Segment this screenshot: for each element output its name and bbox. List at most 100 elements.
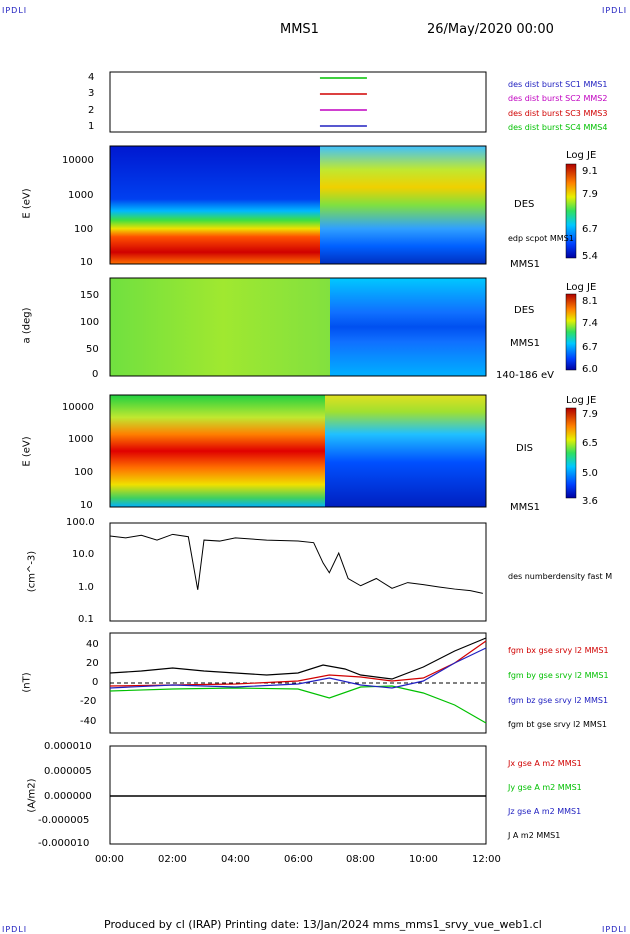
burst-legend-sc4: des dist burst SC4 MMS4 [508,123,608,132]
density-legend: des numberdensity fast M [508,572,613,581]
current-ytick-1: 0.000005 [44,766,92,777]
corner-label-tl: IPDLI [2,6,28,15]
des-pitch-ytick-0: 0 [92,369,99,380]
current-ytick-0: 0.000010 [44,741,92,752]
bfield-ytick-m20: -20 [80,696,97,707]
des-pitch-instrument: DES [514,305,535,316]
bfield-ytick-0: 0 [92,677,99,688]
burst-legend-sc1: des dist burst SC1 MMS1 [508,80,608,89]
des-energy-ylabel: E (eV) [21,188,33,219]
bfield-line-bz [109,647,487,689]
dis-energy-ytick-10000: 10000 [62,402,94,413]
dis-energy-ytick-10: 10 [80,500,93,511]
des-energy-cb-tick-0: 9.1 [582,166,598,177]
time-tick-4: 08:00 [346,854,375,865]
density-ytick-1: 1.0 [78,582,94,593]
des-energy-ytick-100: 100 [74,224,94,235]
dis-energy-right-region [325,395,486,507]
dis-energy-ytick-100: 100 [74,467,94,478]
des-pitch-energy-range: 140-186 eV [496,370,554,381]
bfield-line-bx [109,640,487,687]
density-ytick-100: 100.0 [66,517,95,528]
current-ytick-4: -0.000010 [38,838,90,849]
des-energy-instrument: DES [514,199,535,210]
des-energy-cb-tick-2: 6.7 [582,224,598,235]
time-tick-3: 06:00 [284,854,313,865]
burst-ytick-3: 3 [88,88,95,99]
des-energy-ytick-10000: 10000 [62,155,94,166]
bfield-ytick-m40: -40 [80,716,97,727]
des-pitch-cb-title: Log JE [566,282,597,293]
current-legend-jx: Jx gse A m2 MMS1 [508,759,582,768]
des-energy-cb-tick-3: 5.4 [582,251,598,262]
dis-energy-ylabel: E (eV) [21,436,33,467]
time-tick-6: 12:00 [472,854,501,865]
footer-credit: Produced by cl (IRAP) Printing date: 13/… [104,918,542,931]
dis-energy-instrument: DIS [516,443,533,454]
dis-energy-cb-tick-0: 7.9 [582,409,598,420]
density-ytick-10: 10.0 [72,549,95,560]
current-legend-jy: Jy gse A m2 MMS1 [508,783,582,792]
des-pitch-ytick-50: 50 [86,344,99,355]
bfield-line-bt [109,637,487,680]
dis-energy-cb-tick-2: 5.0 [582,468,598,479]
des-energy-cb-tick-1: 7.9 [582,189,598,200]
density-ylabel: (cm^-3) [26,550,38,593]
des-pitch-cb-tick-1: 7.4 [582,318,598,329]
des-pitch-ytick-150: 150 [80,290,100,301]
time-tick-0: 00:00 [95,854,124,865]
burst-ytick-2: 2 [88,105,95,116]
time-tick-1: 02:00 [158,854,187,865]
dis-energy-ytick-1000: 1000 [68,434,94,445]
bfield-legend-bt: fgm bt gse srvy l2 MMS1 [508,720,607,729]
burst-ytick-1: 1 [88,121,95,132]
current-panel-frame [109,745,487,845]
dis-energy-sc: MMS1 [510,502,540,513]
corner-label-br: IPDLI [602,925,628,934]
des-pitch-cb-tick-3: 6.0 [582,364,598,375]
colorbar-dis-energy [565,407,577,499]
bfield-ytick-40: 40 [86,639,99,650]
des-energy-ytick-10: 10 [80,257,93,268]
current-legend-jz: Jz gse A m2 MMS1 [508,807,582,816]
des-pitch-right-region [330,278,486,376]
burst-legend-sc2: des dist burst SC2 MMS2 [508,94,608,103]
time-tick-2: 04:00 [221,854,250,865]
dis-energy-cb-tick-1: 6.5 [582,438,598,449]
current-legend-j: J A m2 MMS1 [508,831,561,840]
des-energy-cb-title: Log JE [566,150,597,161]
bfield-legend-bz: fgm bz gse srvy l2 MMS1 [508,696,609,705]
header-datetime: 26/May/2020 00:00 [427,22,554,37]
des-pitch-cb-tick-0: 8.1 [582,296,598,307]
current-ytick-3: -0.000005 [38,815,90,826]
des-pitch-ytick-100: 100 [80,317,100,328]
bfield-legend-by: fgm by gse srvy l2 MMS1 [508,671,609,680]
dis-energy-cb-title: Log JE [566,395,597,406]
header-spacecraft: MMS1 [280,22,319,37]
bfield-line-by [109,685,487,724]
burst-panel-frame [109,71,487,133]
des-energy-sc: MMS1 [510,259,540,270]
density-panel-frame [109,522,487,622]
des-energy-overlay-label: edp scpot MMS1 [508,234,574,243]
density-ytick-01: 0.1 [78,614,94,625]
des-energy-ytick-1000: 1000 [68,190,94,201]
des-pitch-sc: MMS1 [510,338,540,349]
des-pitch-ylabel: a (deg) [21,307,33,344]
burst-ytick-4: 4 [88,72,95,83]
bfield-legend-bx: fgm bx gse srvy l2 MMS1 [508,646,609,655]
burst-legend-sc3: des dist burst SC3 MMS3 [508,109,608,118]
colorbar-des-energy [565,163,577,259]
density-line [109,533,483,594]
time-tick-5: 10:00 [409,854,438,865]
corner-label-tr: IPDLI [602,6,628,15]
des-energy-right-region [320,146,486,264]
colorbar-des-pitch [565,293,577,371]
bfield-ylabel: (nT) [21,672,33,693]
dis-energy-cb-tick-3: 3.6 [582,496,598,507]
des-pitch-cb-tick-2: 6.7 [582,342,598,353]
bfield-ytick-20: 20 [86,658,99,669]
current-ylabel: (A/m2) [26,778,38,813]
corner-label-bl: IPDLI [2,925,28,934]
